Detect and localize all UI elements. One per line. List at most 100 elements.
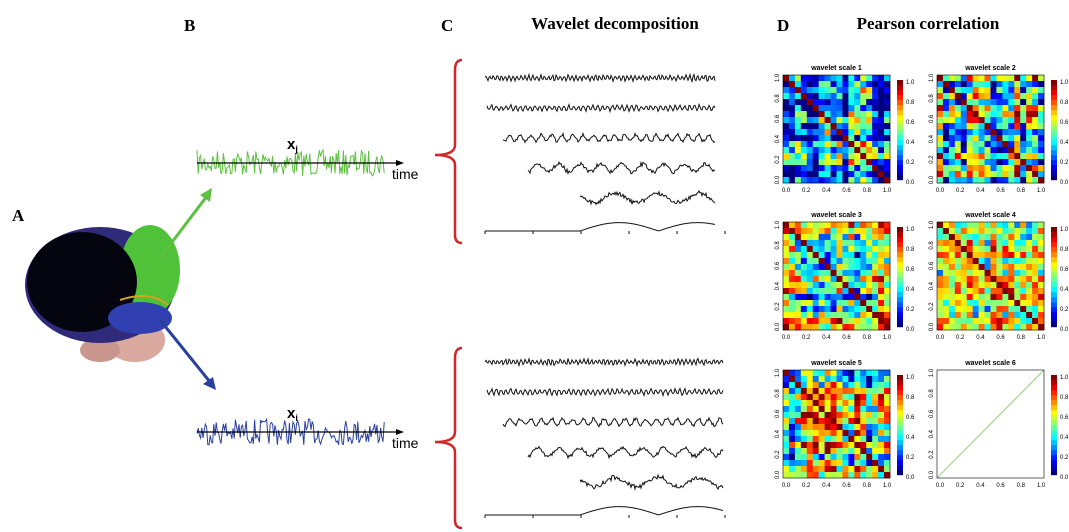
colorbar-cell: [897, 317, 903, 323]
heatmap-cell: [954, 123, 962, 130]
heatmap-cell: [794, 324, 802, 331]
heatmap-cell: [966, 135, 973, 142]
y-tick-label: 0.4: [929, 281, 935, 290]
heatmap-cell: [1032, 147, 1039, 154]
heatmap-cell: [800, 300, 808, 307]
heatmap-cell: [1026, 75, 1033, 82]
heatmap-cell: [954, 93, 962, 100]
heatmap-cell: [818, 472, 825, 479]
heatmap-cell: [972, 153, 979, 160]
colorbar-cell: [897, 150, 903, 156]
heatmap-cell: [1038, 318, 1045, 325]
heatmap-cell: [806, 270, 814, 277]
heatmap-cell: [948, 75, 956, 82]
heatmap-cell: [960, 234, 968, 241]
heatmap-cell: [818, 406, 825, 413]
heatmap-cell: [842, 412, 849, 419]
colorbar-cell: [897, 420, 903, 426]
heatmap-cell: [996, 324, 1003, 331]
colorbar-cell: [1051, 90, 1057, 96]
heatmap-cell: [1032, 234, 1039, 241]
heatmap-cell: [884, 412, 891, 419]
heatmap-cell: [830, 252, 837, 259]
heatmap-cell: [788, 117, 796, 124]
heatmap-cell: [866, 81, 873, 88]
heatmap-cell: [818, 288, 825, 295]
heatmap-cell: [812, 460, 819, 467]
signal-label: xj: [287, 136, 298, 154]
heatmap-cell: [800, 87, 808, 94]
heatmap-cell: [1038, 228, 1045, 235]
wavelet-trace: [485, 222, 716, 232]
heatmap-cell: [966, 300, 973, 307]
heatmap-cell: [854, 159, 861, 166]
heatmap-cell: [1014, 288, 1021, 295]
colorbar-cell: [1051, 400, 1057, 406]
heatmap-cell: [842, 177, 849, 184]
heatmap-cell: [1020, 75, 1027, 82]
heatmap-cell: [842, 376, 849, 383]
heatmap-cell: [836, 412, 843, 419]
heatmap-cell: [966, 153, 973, 160]
heatmap-cell: [866, 105, 873, 112]
heatmap-cell: [1008, 282, 1015, 289]
heatmap-cell: [836, 394, 843, 401]
colorbar-cell: [897, 125, 903, 131]
heatmap-cell: [800, 406, 808, 413]
heatmap-cell: [960, 246, 968, 253]
heatmap-cell: [860, 123, 867, 130]
heatmap-cell: [872, 436, 879, 443]
heatmap-cell: [824, 177, 831, 184]
heatmap-cell: [812, 306, 819, 313]
heatmap-cell: [866, 111, 873, 118]
heatmap-cell: [966, 240, 973, 247]
heatmap-cell: [878, 147, 885, 154]
heatmap: [937, 222, 1045, 331]
heatmap-cell: [1038, 93, 1045, 100]
heatmap-cell: [1038, 99, 1045, 106]
heatmap-cell: [788, 282, 796, 289]
heatmap-cell: [830, 430, 837, 437]
heatmap-cell: [818, 240, 825, 247]
heatmap-cell: [872, 324, 879, 331]
heatmap-cell: [830, 288, 837, 295]
heatmap-cell: [794, 430, 802, 437]
colorbar-tick-label: 0.6: [1060, 120, 1069, 126]
heatmap-cell: [978, 93, 985, 100]
heatmap-cell: [872, 406, 879, 413]
heatmap-cell: [848, 159, 855, 166]
heatmap-cell: [866, 472, 873, 479]
heatmap-cell: [954, 141, 962, 148]
heatmap-cell: [1026, 312, 1033, 319]
colorbar-cell: [897, 85, 903, 91]
heatmap-cell: [866, 240, 873, 247]
heatmap-cell: [966, 177, 973, 184]
heatmap-cell: [1002, 105, 1009, 112]
heatmap-cell: [830, 388, 837, 395]
heatmap-cell: [866, 258, 873, 265]
heatmap-cell: [818, 129, 825, 136]
heatmap-cell: [1002, 87, 1009, 94]
heatmap-title: wavelet scale 6: [964, 360, 1016, 367]
heatmap-cell: [1008, 117, 1015, 124]
heatmap-cell: [824, 159, 831, 166]
heatmap-cell: [937, 294, 944, 301]
heatmap-cell: [788, 288, 796, 295]
heatmap-title: wavelet scale 5: [810, 360, 862, 367]
heatmap-cell: [783, 252, 790, 259]
heatmap-cell: [854, 105, 861, 112]
heatmap-cell: [984, 81, 991, 88]
colorbar-cell: [1051, 242, 1057, 248]
colorbar-cell: [897, 375, 903, 381]
heatmap-cell: [984, 141, 991, 148]
colorbar-cell: [897, 160, 903, 166]
heatmap-cell: [1032, 87, 1039, 94]
y-tick-label: 0.8: [929, 389, 935, 398]
heatmap-cell: [830, 324, 837, 331]
heatmap-cell: [954, 264, 962, 271]
heatmap-cell: [972, 135, 979, 142]
heatmap-cell: [783, 135, 790, 142]
heatmap-cell: [788, 412, 796, 419]
heatmap-cell: [806, 418, 814, 425]
